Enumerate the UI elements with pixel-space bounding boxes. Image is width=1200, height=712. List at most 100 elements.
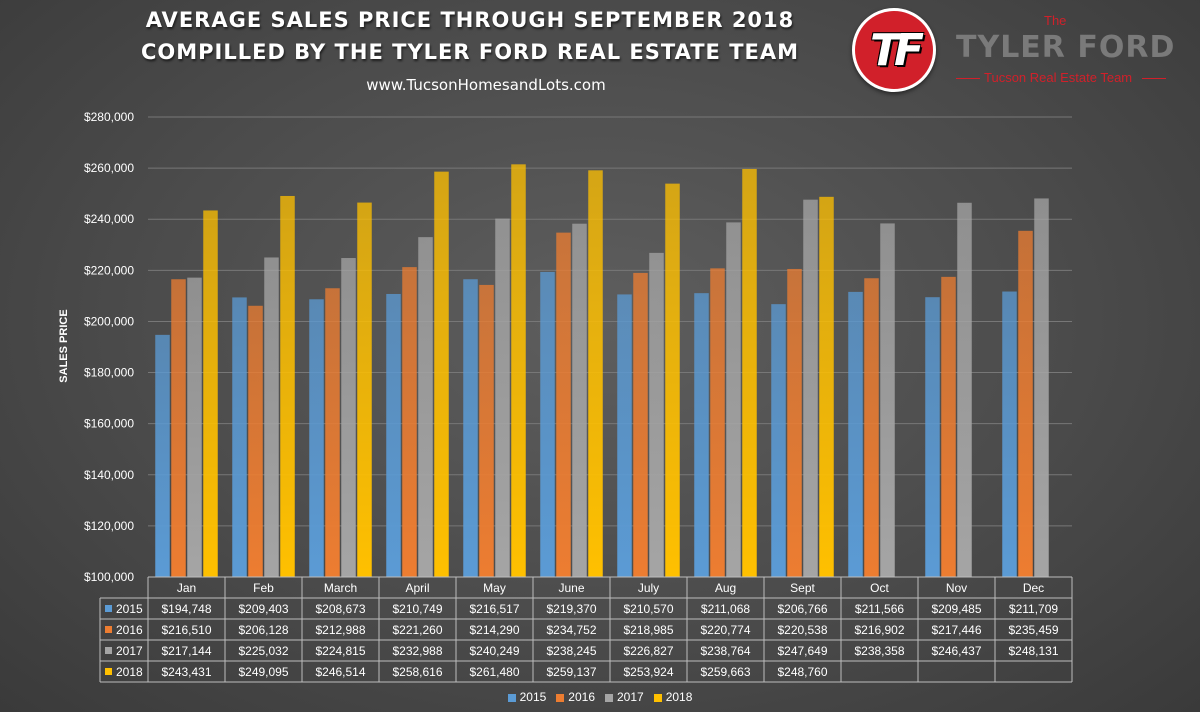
bar-2015-aug bbox=[694, 293, 709, 577]
y-tick-label: $240,000 bbox=[84, 212, 134, 226]
data-label: $210,570 bbox=[623, 602, 673, 616]
x-tick-label: Nov bbox=[946, 581, 967, 595]
legend-item-2015: 2015 bbox=[507, 690, 547, 704]
y-tick-label: $200,000 bbox=[84, 314, 134, 328]
data-label: $209,403 bbox=[238, 602, 288, 616]
x-tick-label: April bbox=[405, 581, 429, 595]
data-label: $217,144 bbox=[161, 644, 211, 658]
data-label: $249,095 bbox=[238, 665, 288, 679]
data-label: $194,748 bbox=[161, 602, 211, 616]
bar-2018-sept bbox=[819, 196, 834, 577]
bar-2015-jan bbox=[155, 334, 170, 577]
y-tick-label: $260,000 bbox=[84, 161, 134, 175]
x-tick-label: March bbox=[324, 581, 357, 595]
bar-2016-oct bbox=[864, 278, 879, 577]
bar-2015-nov bbox=[925, 297, 940, 577]
y-tick-label: $280,000 bbox=[84, 110, 134, 124]
data-label: $220,538 bbox=[777, 623, 827, 637]
bars bbox=[155, 164, 1049, 578]
bar-2017-jan bbox=[187, 277, 202, 577]
bar-2018-may bbox=[511, 164, 526, 577]
data-label: $259,137 bbox=[546, 665, 596, 679]
table-series-swatch bbox=[105, 605, 112, 612]
data-label: $240,249 bbox=[469, 644, 519, 658]
x-tick-label: Feb bbox=[253, 581, 274, 595]
bar-2015-may bbox=[463, 279, 478, 577]
x-tick-label: Jan bbox=[177, 581, 196, 595]
legend-label: 2018 bbox=[665, 690, 693, 704]
bar-2017-nov bbox=[957, 202, 972, 578]
bar-2015-june bbox=[540, 271, 555, 577]
data-label: $248,760 bbox=[777, 665, 827, 679]
x-tick-label: Dec bbox=[1023, 581, 1044, 595]
data-label: $225,032 bbox=[238, 644, 288, 658]
bar-2016-april bbox=[402, 267, 417, 577]
table-series-swatch bbox=[105, 626, 112, 633]
data-label: $211,709 bbox=[1009, 602, 1058, 616]
bar-2017-march bbox=[341, 258, 356, 577]
data-label: $235,459 bbox=[1008, 623, 1058, 637]
data-label: $248,131 bbox=[1008, 644, 1058, 658]
legend-item-2018: 2018 bbox=[653, 690, 693, 704]
data-label: $211,068 bbox=[701, 602, 750, 616]
chart-subtitle: www.TucsonHomesandLots.com bbox=[366, 76, 606, 94]
x-tick-label: May bbox=[483, 581, 506, 595]
legend-label: 2015 bbox=[519, 690, 547, 704]
bar-2015-april bbox=[386, 293, 401, 577]
bar-2016-sept bbox=[787, 268, 802, 577]
logo-name: TYLER FORD bbox=[956, 30, 1176, 65]
data-label: $234,752 bbox=[546, 623, 596, 637]
chart-title-line1: AVERAGE SALES PRICE THROUGH SEPTEMBER 20… bbox=[145, 8, 795, 32]
data-label: $211,566 bbox=[855, 602, 904, 616]
data-label: $206,766 bbox=[777, 602, 827, 616]
legend-item-2016: 2016 bbox=[556, 690, 595, 704]
bar-2018-march bbox=[357, 202, 372, 578]
chart-title-line2: COMPILLED BY THE TYLER FORD REAL ESTATE … bbox=[140, 40, 800, 64]
data-label: $216,510 bbox=[161, 623, 211, 637]
bar-2017-may bbox=[495, 218, 510, 578]
table-series-name: 2016 bbox=[116, 623, 143, 637]
y-axis-ticks: $100,000 $120,000 $140,000 $160,000 $180,000… bbox=[84, 110, 134, 584]
y-tick-label: $220,000 bbox=[84, 263, 134, 277]
data-label: $238,358 bbox=[854, 644, 904, 658]
x-tick-label: June bbox=[558, 581, 584, 595]
bar-2017-feb bbox=[264, 257, 279, 577]
data-label: $243,431 bbox=[161, 665, 211, 679]
bar-2015-feb bbox=[232, 297, 247, 577]
data-label: $217,446 bbox=[931, 623, 981, 637]
bar-2015-july bbox=[617, 294, 632, 577]
bar-2017-june bbox=[572, 223, 587, 578]
y-tick-label: $160,000 bbox=[84, 417, 134, 431]
table-series-swatch bbox=[105, 668, 112, 675]
gridlines bbox=[148, 116, 1072, 578]
legend-swatch bbox=[507, 693, 516, 702]
data-label: $216,517 bbox=[469, 602, 519, 616]
data-label: $214,290 bbox=[469, 623, 519, 637]
legend-swatch bbox=[605, 693, 613, 702]
legend-item-2017: 2017 bbox=[605, 690, 644, 704]
bar-2016-jan bbox=[171, 279, 186, 577]
bar-2017-april bbox=[418, 237, 433, 577]
data-label: $224,815 bbox=[315, 644, 365, 658]
bar-2017-aug bbox=[726, 222, 741, 577]
data-label: $247,649 bbox=[777, 644, 827, 658]
bar-2016-may bbox=[479, 284, 494, 577]
logo-rule-right bbox=[1142, 78, 1166, 79]
bar-2015-march bbox=[309, 299, 324, 577]
legend-swatch bbox=[653, 693, 662, 702]
bar-2016-nov bbox=[941, 276, 956, 577]
data-label: $206,128 bbox=[238, 623, 288, 637]
legend-swatch bbox=[556, 693, 565, 702]
logo-tagline: Tucson Real Estate Team bbox=[984, 70, 1133, 85]
data-label: $216,902 bbox=[854, 623, 904, 637]
data-label: $209,485 bbox=[931, 602, 981, 616]
data-label: $221,260 bbox=[392, 623, 442, 637]
tyler-ford-logo: TF The TYLER FORD Tucson Real Estate Tea… bbox=[852, 8, 1182, 92]
data-label: $226,827 bbox=[623, 644, 673, 658]
bar-2015-oct bbox=[848, 291, 863, 577]
y-axis-label: SALES PRICE bbox=[58, 309, 70, 383]
bar-2018-aug bbox=[742, 168, 757, 577]
bar-2017-oct bbox=[880, 223, 895, 577]
data-label: $246,514 bbox=[315, 665, 365, 679]
table-series-name: 2018 bbox=[116, 665, 143, 679]
